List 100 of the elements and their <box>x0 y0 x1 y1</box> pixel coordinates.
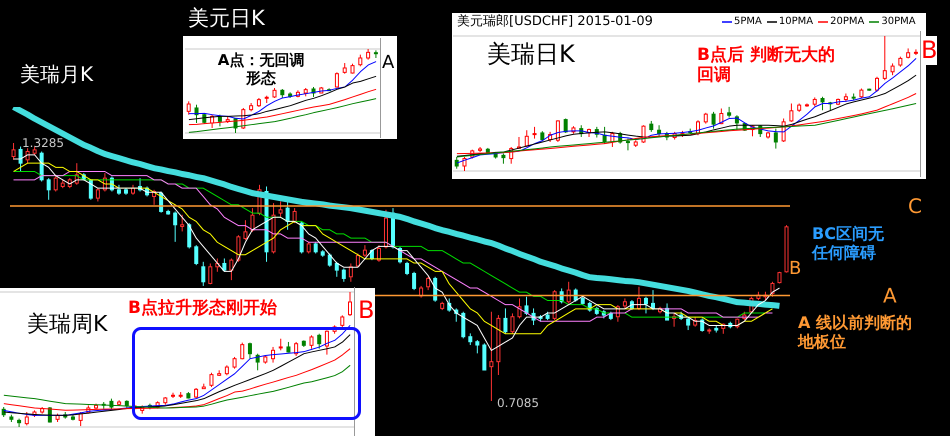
candlestick <box>875 76 880 92</box>
candlestick <box>566 281 571 304</box>
candlestick <box>187 222 192 249</box>
chart-title: 美元日K <box>188 6 265 32</box>
candlestick <box>328 252 332 268</box>
candlestick <box>24 412 29 426</box>
candlestick <box>462 156 466 171</box>
candlestick <box>324 330 329 356</box>
candlestick <box>503 308 508 334</box>
candlestick <box>564 118 568 134</box>
candlestick <box>18 146 23 172</box>
annotation: B <box>789 258 802 280</box>
candlestick <box>314 241 318 254</box>
candlestick <box>517 298 522 319</box>
legend-label: 10PMA <box>778 16 814 27</box>
candlestick <box>286 200 290 230</box>
candlestick <box>292 208 297 224</box>
candlestick <box>310 334 314 350</box>
annotation: B <box>358 296 374 325</box>
candlestick <box>46 178 51 200</box>
legend-label: 20PMA <box>830 16 864 27</box>
candlestick <box>626 138 630 151</box>
chart-title: 美瑞月K <box>20 62 94 86</box>
ref-line-label: C <box>908 194 922 218</box>
candlestick <box>770 281 774 298</box>
candlestick <box>186 100 191 116</box>
candlestick <box>712 111 716 130</box>
legend-label: 30PMA <box>881 16 916 27</box>
candlestick <box>26 148 30 164</box>
candlestick <box>250 208 254 232</box>
candlestick <box>820 96 825 111</box>
annotation: 1.3285 <box>22 136 64 150</box>
candlestick <box>232 356 237 370</box>
candlestick <box>362 244 367 258</box>
candlestick <box>229 258 234 281</box>
annotation: B点拉升形态刚开始 <box>128 298 277 318</box>
candlestick <box>890 62 895 76</box>
candlestick <box>348 292 352 317</box>
candlestick <box>340 314 344 328</box>
candlestick <box>243 220 248 241</box>
text: B <box>921 36 938 65</box>
candlestick <box>461 311 466 339</box>
candlestick <box>317 333 322 350</box>
text: A 线以前判断的地板位 <box>798 313 913 352</box>
candlestick <box>222 258 226 272</box>
candlestick <box>209 372 214 388</box>
annotation: 0.7085 <box>497 396 539 410</box>
candlestick <box>12 142 16 160</box>
candlestick <box>704 112 708 124</box>
candlestick <box>727 106 732 118</box>
candlestick <box>405 261 410 276</box>
chart-title: 美元瑞郎[USDCHF] 2015-01-09 <box>457 14 653 30</box>
candlestick <box>356 252 360 268</box>
legend-label: 5PMA <box>734 16 762 27</box>
candlestick <box>489 311 494 401</box>
candlestick <box>116 184 121 196</box>
candlestick <box>649 120 654 132</box>
candlestick <box>96 188 100 202</box>
candlestick <box>272 87 277 98</box>
candlestick <box>348 262 353 282</box>
candlestick <box>240 342 244 360</box>
candlestick <box>898 56 902 68</box>
candlestick <box>342 62 347 74</box>
candlestick <box>510 312 514 334</box>
candlestick <box>700 318 704 332</box>
candlestick <box>426 276 430 291</box>
candlestick <box>657 124 662 138</box>
candlestick <box>334 72 339 88</box>
candlestick <box>201 261 206 286</box>
candlestick <box>774 128 778 150</box>
candlestick <box>224 364 229 376</box>
text: BC区间无任何障碍 <box>812 224 885 262</box>
candlestick <box>882 36 887 81</box>
candlestick <box>686 316 690 331</box>
candlestick <box>412 271 416 291</box>
candlestick <box>532 126 537 140</box>
candlestick <box>524 296 529 316</box>
candlestick <box>194 244 198 266</box>
candlestick <box>366 49 370 60</box>
candlestick <box>180 214 184 232</box>
candlestick <box>248 342 252 360</box>
candlestick <box>524 130 529 148</box>
text: A <box>382 52 394 74</box>
candlestick <box>342 268 346 282</box>
annotation: B点后 判断无大的回调 <box>697 45 836 86</box>
candlestick <box>622 298 627 309</box>
candlestick <box>208 262 212 285</box>
candlestick <box>468 332 472 346</box>
candlestick <box>644 296 648 314</box>
candlestick <box>376 244 381 262</box>
candlestick <box>906 48 910 59</box>
candlestick <box>278 200 283 218</box>
candlestick <box>278 338 283 351</box>
candlestick <box>475 340 480 354</box>
candlestick <box>294 341 298 356</box>
chart-subtitle: 美瑞日K <box>487 40 575 69</box>
ref-line-label: A <box>883 284 897 308</box>
candlestick <box>173 210 178 242</box>
candlestick <box>789 103 794 122</box>
text: 美瑞周K <box>27 312 108 338</box>
